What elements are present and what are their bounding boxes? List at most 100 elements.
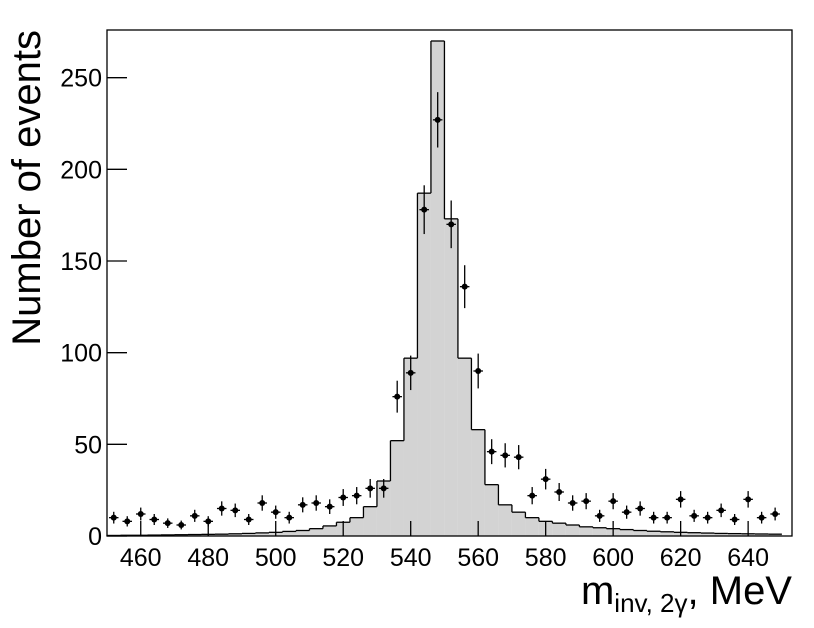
histogram-bar [214, 534, 229, 536]
data-point [232, 507, 239, 514]
data-point [394, 393, 401, 400]
histogram-bar [660, 531, 674, 536]
data-point [151, 516, 158, 523]
data-point [164, 520, 171, 527]
data-point [529, 492, 536, 499]
histogram-bar [403, 358, 418, 536]
data-point [407, 369, 414, 376]
x-tick-label: 460 [120, 544, 162, 572]
data-point [259, 500, 266, 506]
histogram-bar [322, 525, 337, 536]
data-point [353, 492, 360, 499]
y-tick-label: 0 [88, 523, 102, 551]
data-point [583, 498, 590, 505]
histogram-bar [754, 533, 769, 536]
histogram-bar [552, 523, 566, 536]
data-point [326, 503, 333, 510]
histogram-bar [309, 528, 323, 536]
histogram-bar [687, 532, 701, 536]
histogram-bar [282, 531, 296, 536]
histogram-bar [255, 532, 269, 536]
histogram-bar [187, 534, 202, 536]
data-point [718, 507, 725, 514]
histogram-bar [700, 533, 715, 536]
data-point [178, 522, 185, 528]
histogram-bar [376, 481, 391, 536]
data-point [664, 514, 671, 521]
data-point [461, 283, 468, 290]
x-tick-label: 640 [727, 544, 769, 572]
histogram-bar [228, 533, 242, 536]
data-point [380, 485, 387, 492]
histogram-bar [565, 525, 580, 536]
data-point [137, 511, 144, 517]
data-point [556, 489, 563, 495]
data-point [340, 494, 347, 501]
y-tick-label: 50 [74, 431, 102, 459]
data-point [488, 448, 495, 455]
data-point [772, 511, 779, 517]
data-point [218, 505, 225, 512]
x-tick-label: 620 [660, 544, 702, 572]
histogram-bar [714, 533, 728, 536]
data-point [367, 485, 374, 492]
histogram-bar [471, 429, 485, 536]
x-tick-label: 560 [457, 544, 499, 572]
histogram-bar [727, 533, 742, 536]
data-point [299, 501, 306, 508]
data-point [286, 514, 293, 521]
histogram-bar [646, 531, 661, 536]
histogram-bar [444, 218, 458, 537]
data-point [623, 509, 630, 516]
data-point [110, 514, 117, 521]
histogram-bar [417, 193, 431, 536]
y-tick-label: 150 [60, 248, 102, 276]
data-point [758, 514, 765, 521]
data-point [124, 518, 131, 525]
histogram-bar [349, 517, 364, 536]
histogram-bar [525, 517, 539, 536]
y-tick-label: 250 [60, 65, 102, 93]
plot-frame [106, 29, 793, 537]
x-axis-label: minv, 2γ, MeV [581, 569, 792, 618]
data-point [502, 452, 509, 459]
x-label-unit: , MeV [688, 569, 793, 613]
histogram-bar [498, 504, 512, 536]
histogram-bar [511, 512, 526, 536]
y-tick-label: 100 [60, 340, 102, 368]
data-point [313, 500, 320, 506]
data-point [596, 512, 603, 519]
x-tick-label: 500 [255, 544, 297, 572]
histogram-bar [484, 484, 499, 536]
data-point [272, 509, 279, 516]
x-tick-label: 480 [187, 544, 229, 572]
y-tick-label: 200 [60, 156, 102, 184]
histogram-bar [633, 530, 647, 536]
data-point [637, 505, 644, 512]
histogram-bar [363, 506, 377, 536]
histogram-bar [430, 41, 445, 536]
x-tick-label: 580 [525, 544, 567, 572]
histogram-bar [241, 533, 256, 536]
data-point [610, 498, 617, 505]
histogram-bar [390, 440, 404, 536]
x-tick-label: 520 [322, 544, 364, 572]
data-point [475, 368, 482, 374]
data-point [421, 206, 428, 213]
histogram-bar [619, 529, 634, 536]
data-point [745, 496, 752, 503]
histogram-bar [579, 526, 593, 536]
data-point [515, 454, 522, 461]
x-tick-label: 540 [390, 544, 432, 572]
data-point [677, 496, 684, 503]
y-axis-label: Number of events [5, 30, 49, 346]
data-point [691, 512, 698, 519]
data-point [650, 514, 657, 521]
data-point [569, 500, 576, 506]
data-point [245, 516, 252, 523]
x-tick-label: 600 [592, 544, 634, 572]
data-point [542, 476, 549, 483]
x-label-main: m [581, 569, 614, 613]
data-point [448, 221, 455, 228]
